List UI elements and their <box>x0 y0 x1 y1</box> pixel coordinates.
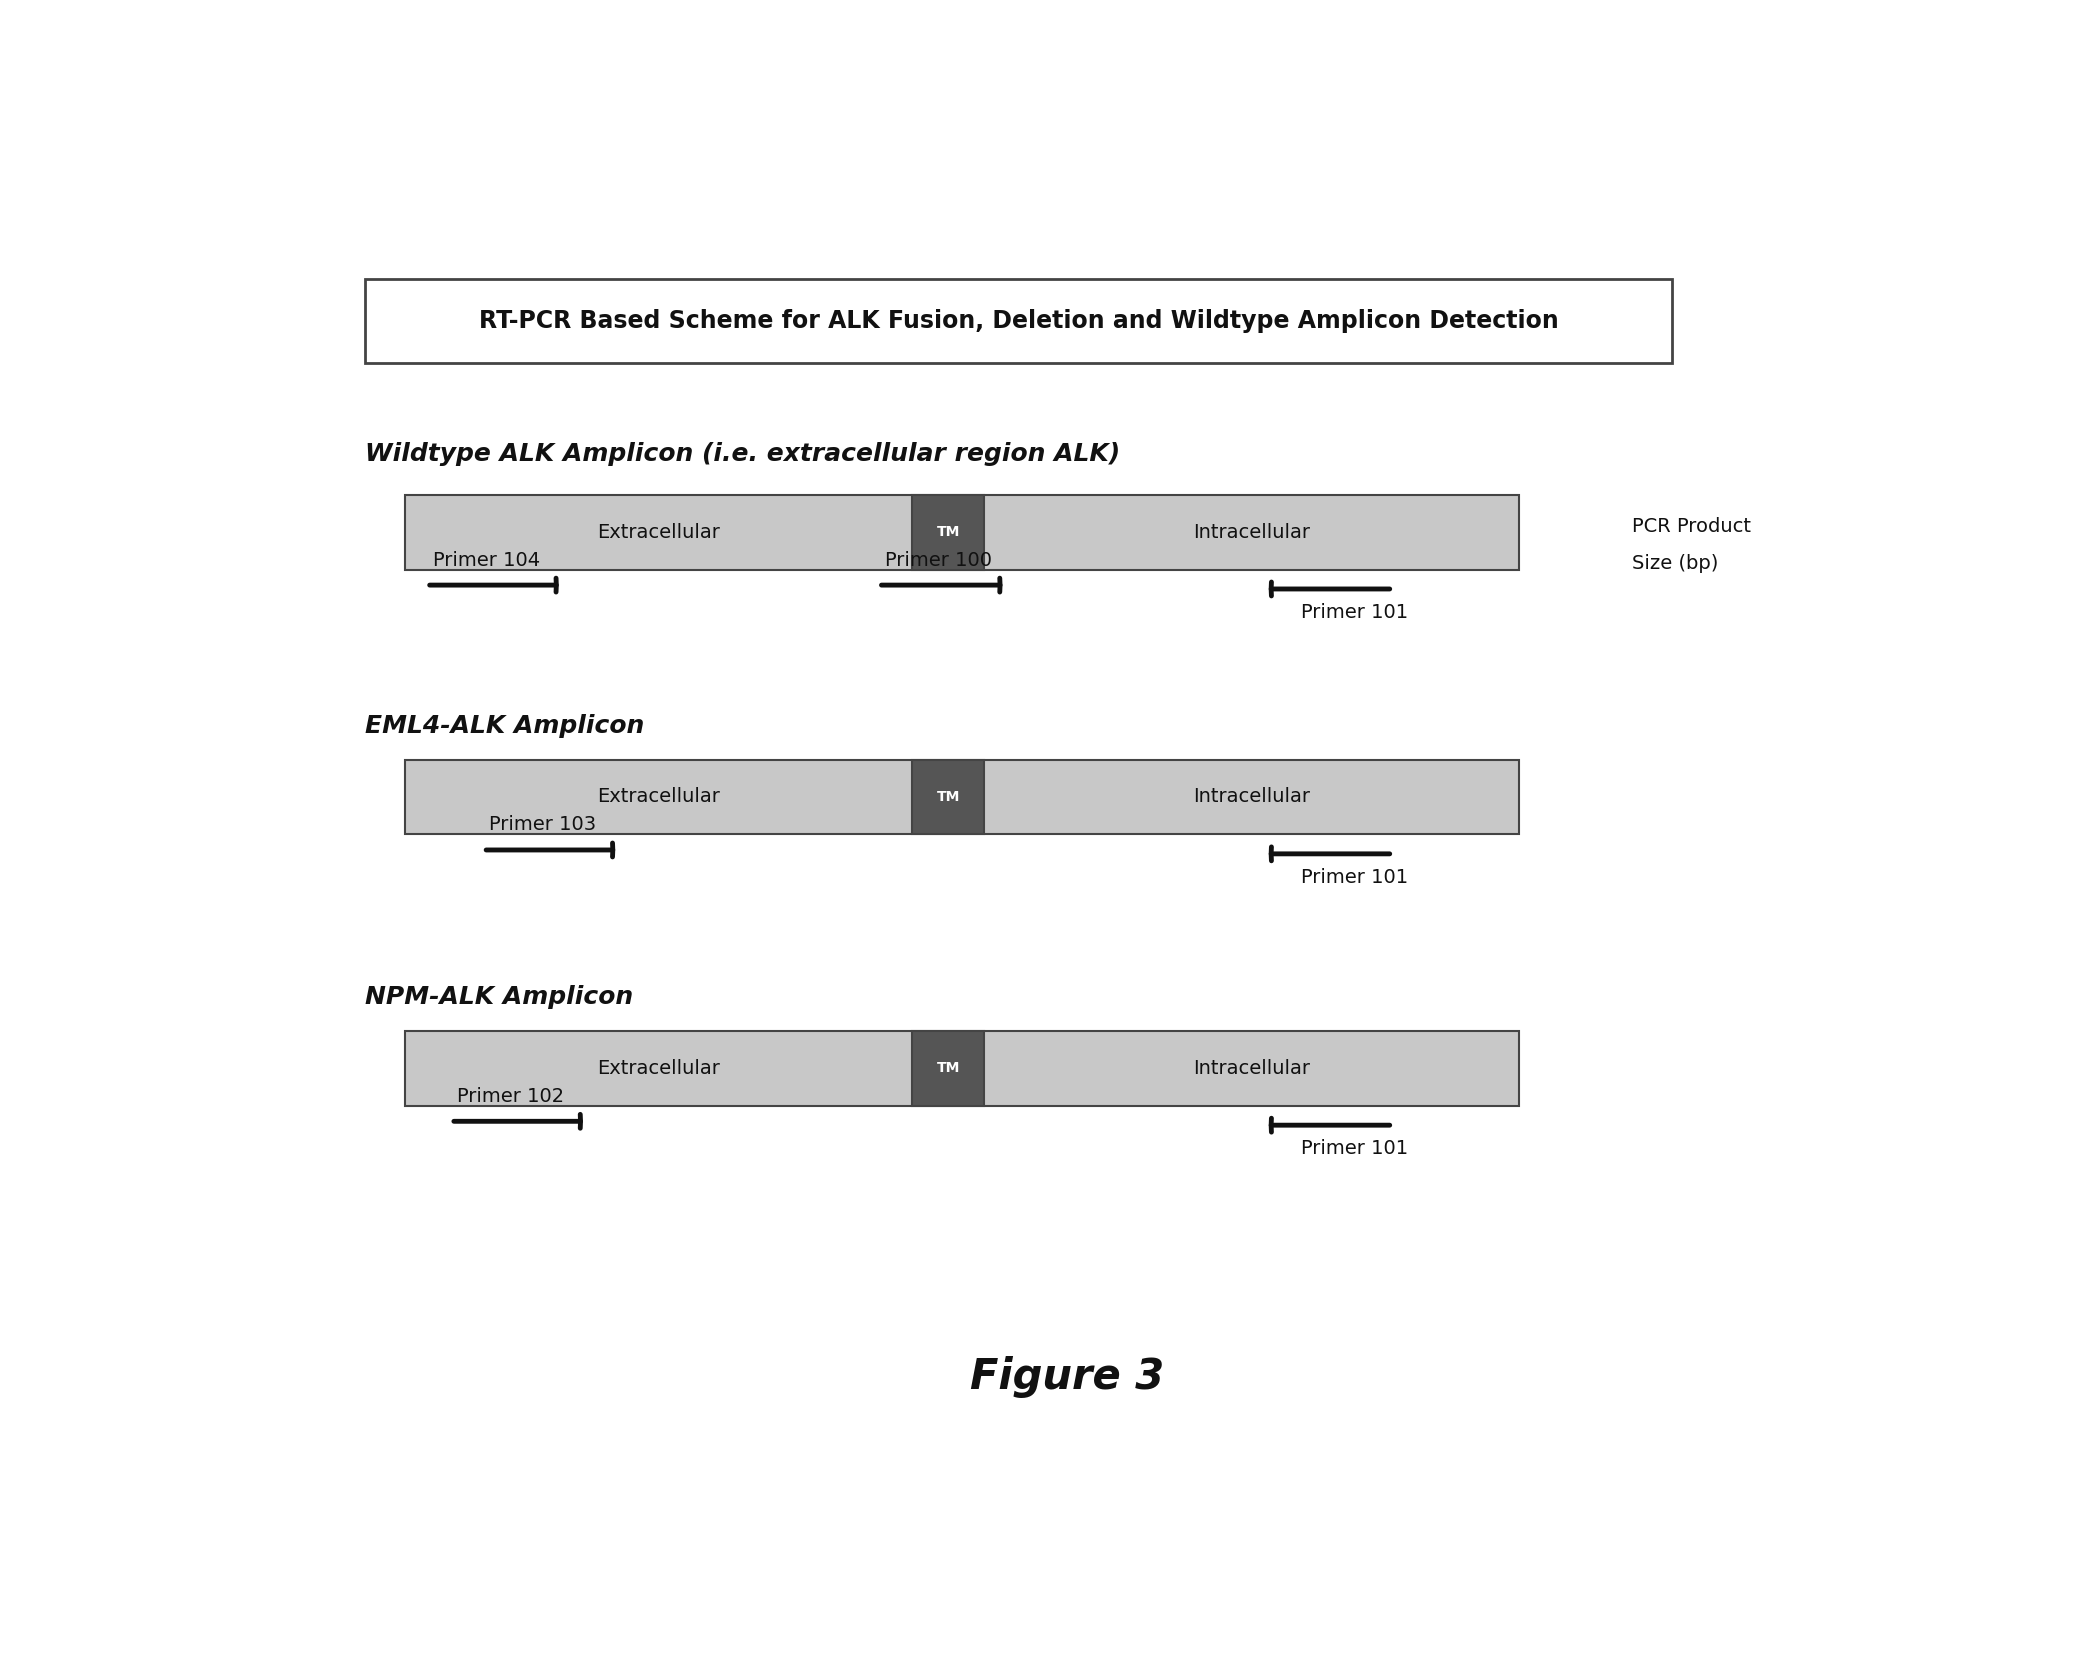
Text: NPM-ALK Amplicon: NPM-ALK Amplicon <box>364 985 633 1008</box>
Text: Extracellular: Extracellular <box>598 787 720 807</box>
Bar <box>406 495 1518 569</box>
Text: Primer 103: Primer 103 <box>489 816 598 834</box>
Text: Size (bp): Size (bp) <box>1632 554 1718 572</box>
Bar <box>406 1030 1518 1106</box>
Text: Intracellular: Intracellular <box>1193 1059 1310 1077</box>
Text: TM: TM <box>937 1060 960 1076</box>
Text: PCR Product: PCR Product <box>1632 517 1751 537</box>
Text: EML4-ALK Amplicon: EML4-ALK Amplicon <box>364 713 645 738</box>
Bar <box>406 760 1518 834</box>
FancyBboxPatch shape <box>364 279 1672 362</box>
Text: Figure 3: Figure 3 <box>970 1356 1164 1398</box>
Text: TM: TM <box>937 790 960 804</box>
Bar <box>912 1030 985 1106</box>
Bar <box>912 495 985 569</box>
Text: Primer 101: Primer 101 <box>1301 868 1407 888</box>
Text: Primer 100: Primer 100 <box>885 550 991 569</box>
Text: Extracellular: Extracellular <box>598 522 720 542</box>
Bar <box>912 760 985 834</box>
Text: RT-PCR Based Scheme for ALK Fusion, Deletion and Wildtype Amplicon Detection: RT-PCR Based Scheme for ALK Fusion, Dele… <box>479 309 1559 332</box>
Text: Extracellular: Extracellular <box>598 1059 720 1077</box>
Text: Primer 102: Primer 102 <box>458 1087 564 1106</box>
Text: Intracellular: Intracellular <box>1193 522 1310 542</box>
Text: TM: TM <box>937 525 960 539</box>
Text: Primer 101: Primer 101 <box>1301 1139 1407 1158</box>
Text: Primer 104: Primer 104 <box>433 550 539 569</box>
Text: Primer 101: Primer 101 <box>1301 602 1407 623</box>
Text: Intracellular: Intracellular <box>1193 787 1310 807</box>
Text: Wildtype ALK Amplicon (i.e. extracellular region ALK): Wildtype ALK Amplicon (i.e. extracellula… <box>364 443 1120 466</box>
